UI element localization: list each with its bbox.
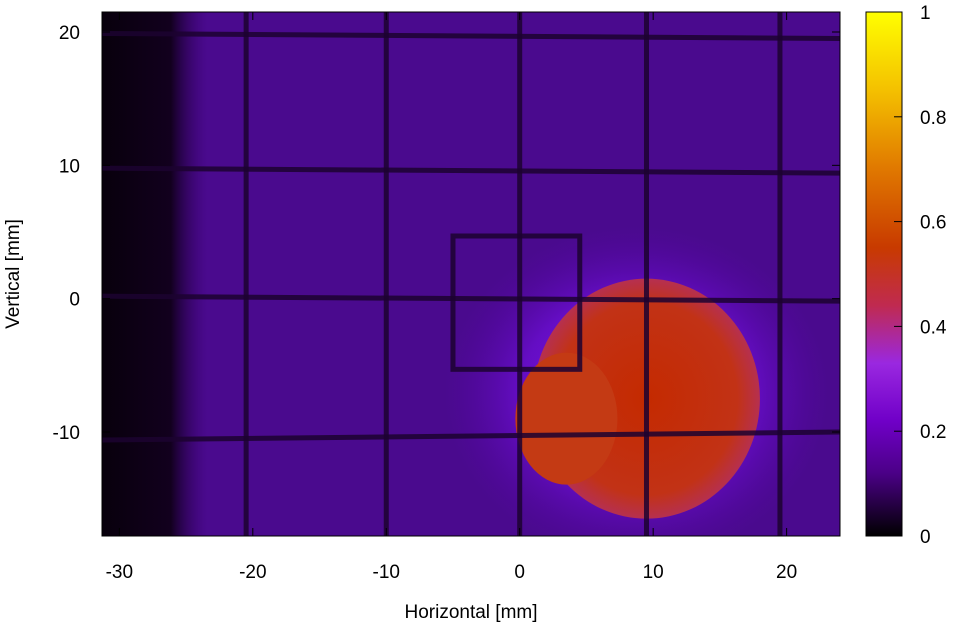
colorbar-tick-label: 0.6 <box>920 213 946 234</box>
x-tick-label: 0 <box>514 562 525 583</box>
y-tick-label: 0 <box>69 290 80 311</box>
grid-wire-inner-square <box>450 233 583 372</box>
x-tick-label: 20 <box>776 562 797 583</box>
x-axis: -30 -20 -10 0 10 20 <box>106 12 797 583</box>
colorbar-tick-label: 0 <box>920 527 931 548</box>
dark-left-edge <box>102 12 208 536</box>
plot-frame <box>101 11 841 537</box>
grid-wire-horizontal <box>102 429 840 443</box>
beam-spot-left-lobe <box>515 352 618 485</box>
y-axis: 20 10 0 -10 <box>53 23 840 444</box>
colorbar-ticks: 0 0.2 0.4 0.6 0.8 1 <box>894 3 947 548</box>
grid-wire-horizontal <box>102 293 840 304</box>
colorbar-tick-label: 0.2 <box>920 422 946 443</box>
colorbar: 0 0.2 0.4 0.6 0.8 1 <box>865 3 947 548</box>
grid-wire-horizontal <box>102 165 840 176</box>
y-tick-label: -10 <box>53 423 80 444</box>
x-axis-title: Horizontal [mm] <box>404 602 537 623</box>
grid-wires <box>102 12 840 536</box>
colorbar-tick-label: 1 <box>920 3 931 24</box>
y-axis-title: Vertical [mm] <box>3 219 24 329</box>
heatmap <box>102 12 840 536</box>
x-tick-label: -20 <box>239 562 266 583</box>
x-tick-label: -10 <box>373 562 400 583</box>
y-tick-label: 20 <box>59 23 80 44</box>
x-tick-label: 10 <box>643 562 664 583</box>
y-tick-label: 10 <box>59 156 80 177</box>
x-tick-label: -30 <box>106 562 133 583</box>
colorbar-tick-label: 0.4 <box>920 317 947 338</box>
grid-wire-horizontal <box>102 31 840 41</box>
colorbar-gradient <box>865 11 903 537</box>
colorbar-tick-label: 0.8 <box>920 108 946 129</box>
